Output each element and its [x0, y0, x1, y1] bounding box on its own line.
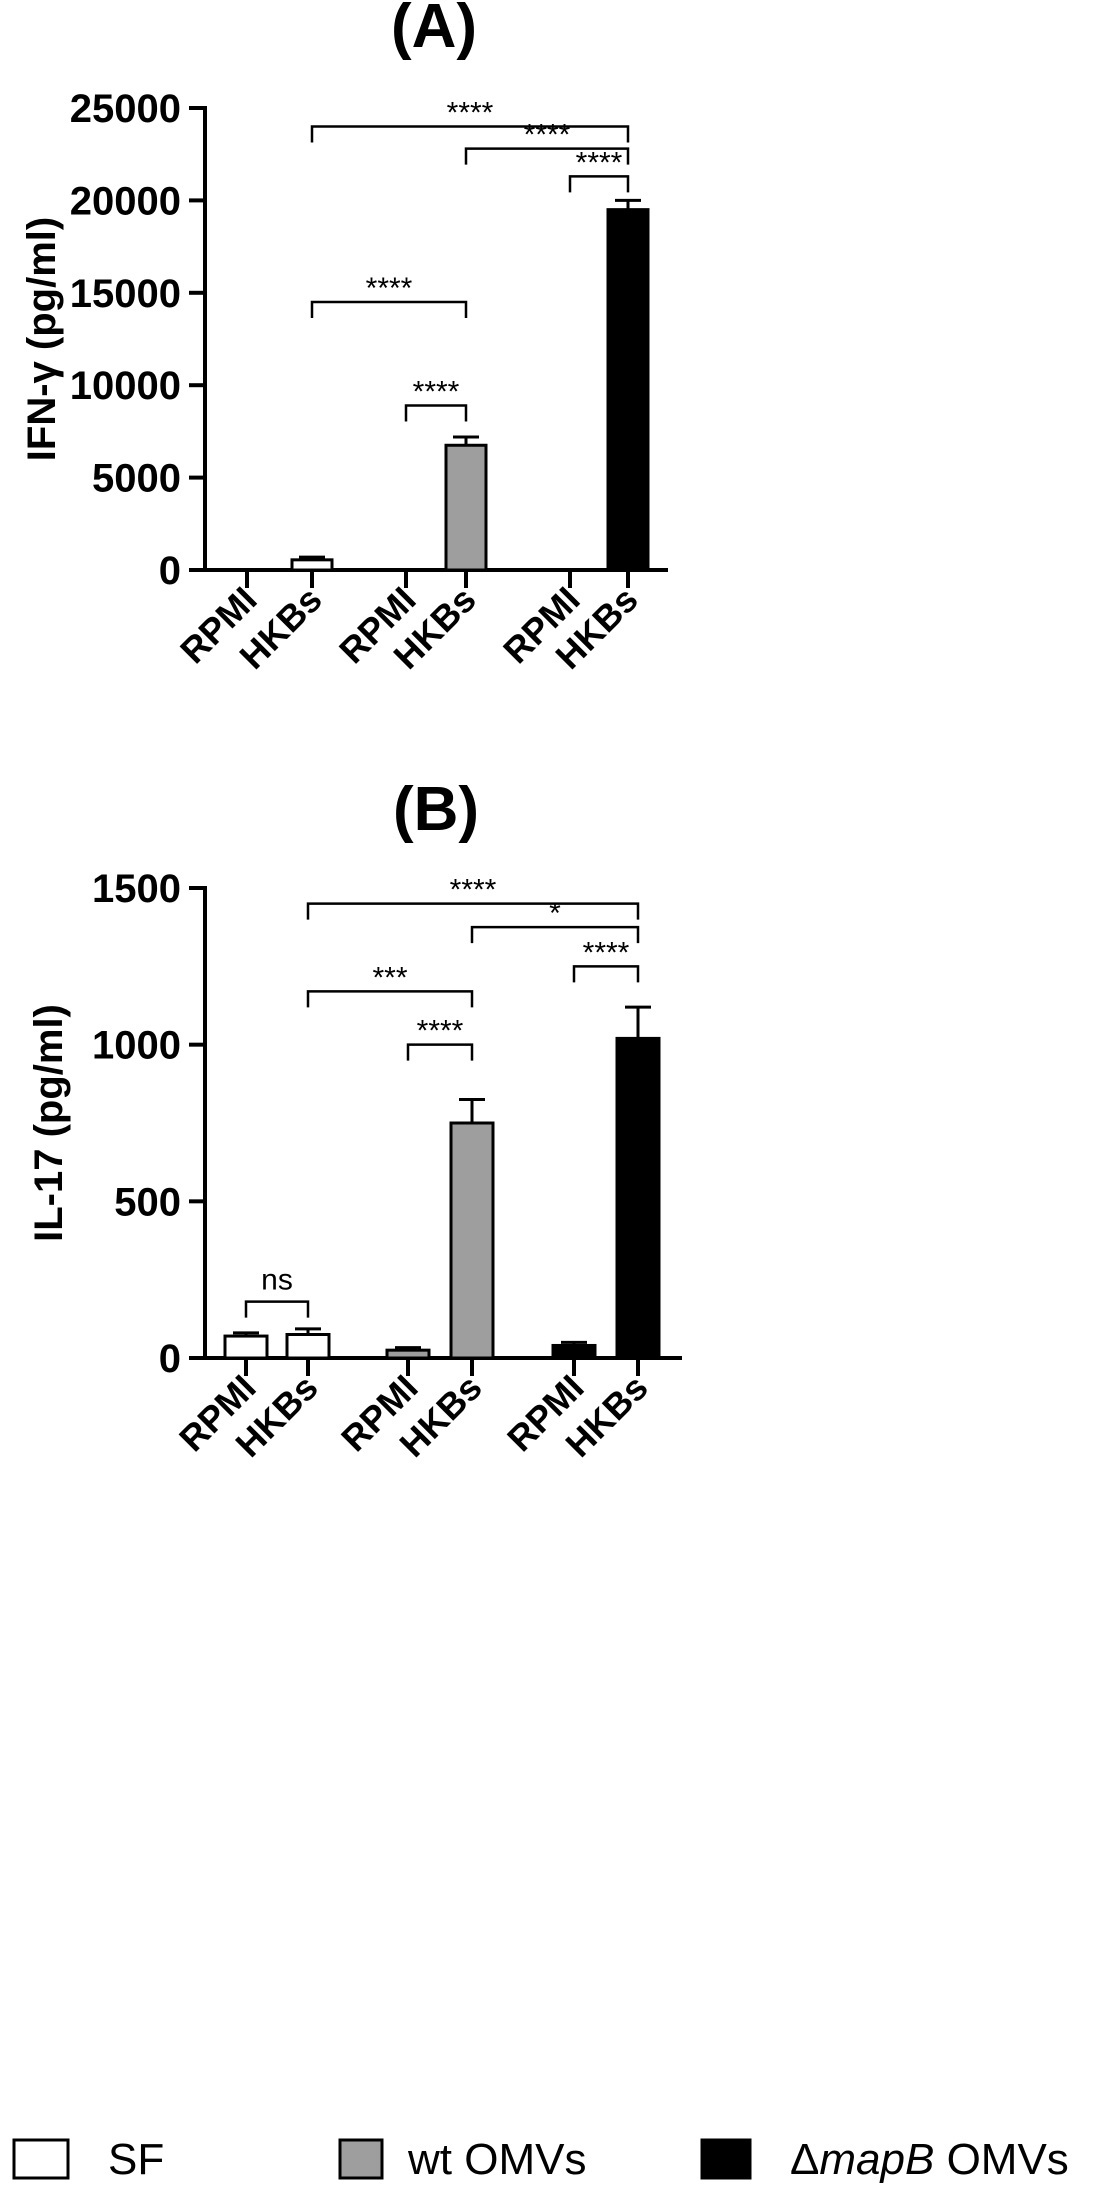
panel-b-y-axis-label: IL-17 (pg/ml) [27, 1004, 71, 1242]
legend-label: SF [108, 2135, 164, 2184]
panel-b-significance-bracket [306, 990, 474, 1008]
panel-b-significance-label: ns [261, 1264, 293, 1297]
panel-a-y-tick-label: 25000 [70, 87, 181, 131]
panel-b-y-tick-label: 1500 [92, 867, 181, 911]
panel-a-significance-bracket [310, 300, 468, 319]
panel-a-significance-bracket [568, 175, 630, 193]
legend-swatch [700, 2138, 752, 2180]
panel-a-significance-bracket [310, 125, 630, 143]
legend-label-prefix: Δ [790, 2135, 819, 2184]
panel-a-bar [290, 558, 334, 572]
panel-b-bar [285, 1333, 331, 1360]
panel-b-y-tick-label: 1000 [92, 1024, 181, 1068]
panel-b-bar [223, 1334, 269, 1360]
panel-b-bar [449, 1121, 495, 1360]
panel-a-y-tick-label: 20000 [70, 179, 181, 223]
panel-a-significance-label: **** [524, 119, 571, 152]
panel-a-y-tick-label: 15000 [70, 272, 181, 316]
panel-a-y-tick-label: 5000 [92, 457, 181, 501]
panel-b-significance-bracket [406, 1043, 474, 1061]
panel-a-y-tick-label: 10000 [70, 364, 181, 408]
legend-label-suffix: OMVs [934, 2135, 1068, 2184]
panel-b-significance-bracket [244, 1300, 310, 1318]
panel-a-significance-label: **** [576, 146, 623, 179]
legend: SF wt OMVs ΔmapB OMVs [12, 2135, 1069, 2184]
panel-b-title: (B) [393, 775, 479, 844]
legend-label: ΔmapB OMVs [790, 2135, 1069, 2184]
panel-b-y-tick-label: 500 [114, 1180, 181, 1224]
panel-b-y-tick-label: 0 [159, 1337, 181, 1381]
panel-a-significance-bracket [464, 147, 630, 165]
panel-a-significance-bracket [404, 404, 468, 422]
panel-b-bar [551, 1343, 597, 1360]
panel-a-significance-label: **** [366, 272, 413, 305]
panel-b-significance-label: **** [417, 1015, 464, 1048]
panel-b-significance-bracket [572, 965, 640, 983]
panel-b-significance-label: **** [450, 874, 497, 907]
panel-a-y-tick-label: 0 [159, 549, 181, 593]
panel-a-y-axis-label: IFN-γ (pg/ml) [20, 217, 64, 461]
legend-swatch [12, 2138, 70, 2180]
panel-a-significance-label: **** [413, 376, 460, 409]
panel-b-significance-label: *** [372, 961, 407, 994]
panel-b-significance-bracket [470, 925, 640, 944]
legend-label: wt OMVs [407, 2135, 586, 2184]
panel-b-significance-bracket [306, 902, 640, 920]
panel-b-significance-label: * [549, 897, 561, 930]
panel-a-significance-label: **** [447, 96, 494, 129]
panel-b-bar [385, 1348, 431, 1360]
panel-b-significance-label: **** [583, 936, 630, 969]
panel-a-chart: (A) IFN-γ (pg/ml) 0 5000 10000 15000 20000 2500… [20, 0, 668, 677]
panel-b-bar [615, 1036, 661, 1360]
legend-label-italic: mapB [819, 2135, 934, 2184]
panel-a-title: (A) [391, 0, 477, 61]
legend-swatch [338, 2138, 384, 2180]
panel-a-bar [606, 208, 650, 572]
panel-a-bar [444, 443, 488, 572]
